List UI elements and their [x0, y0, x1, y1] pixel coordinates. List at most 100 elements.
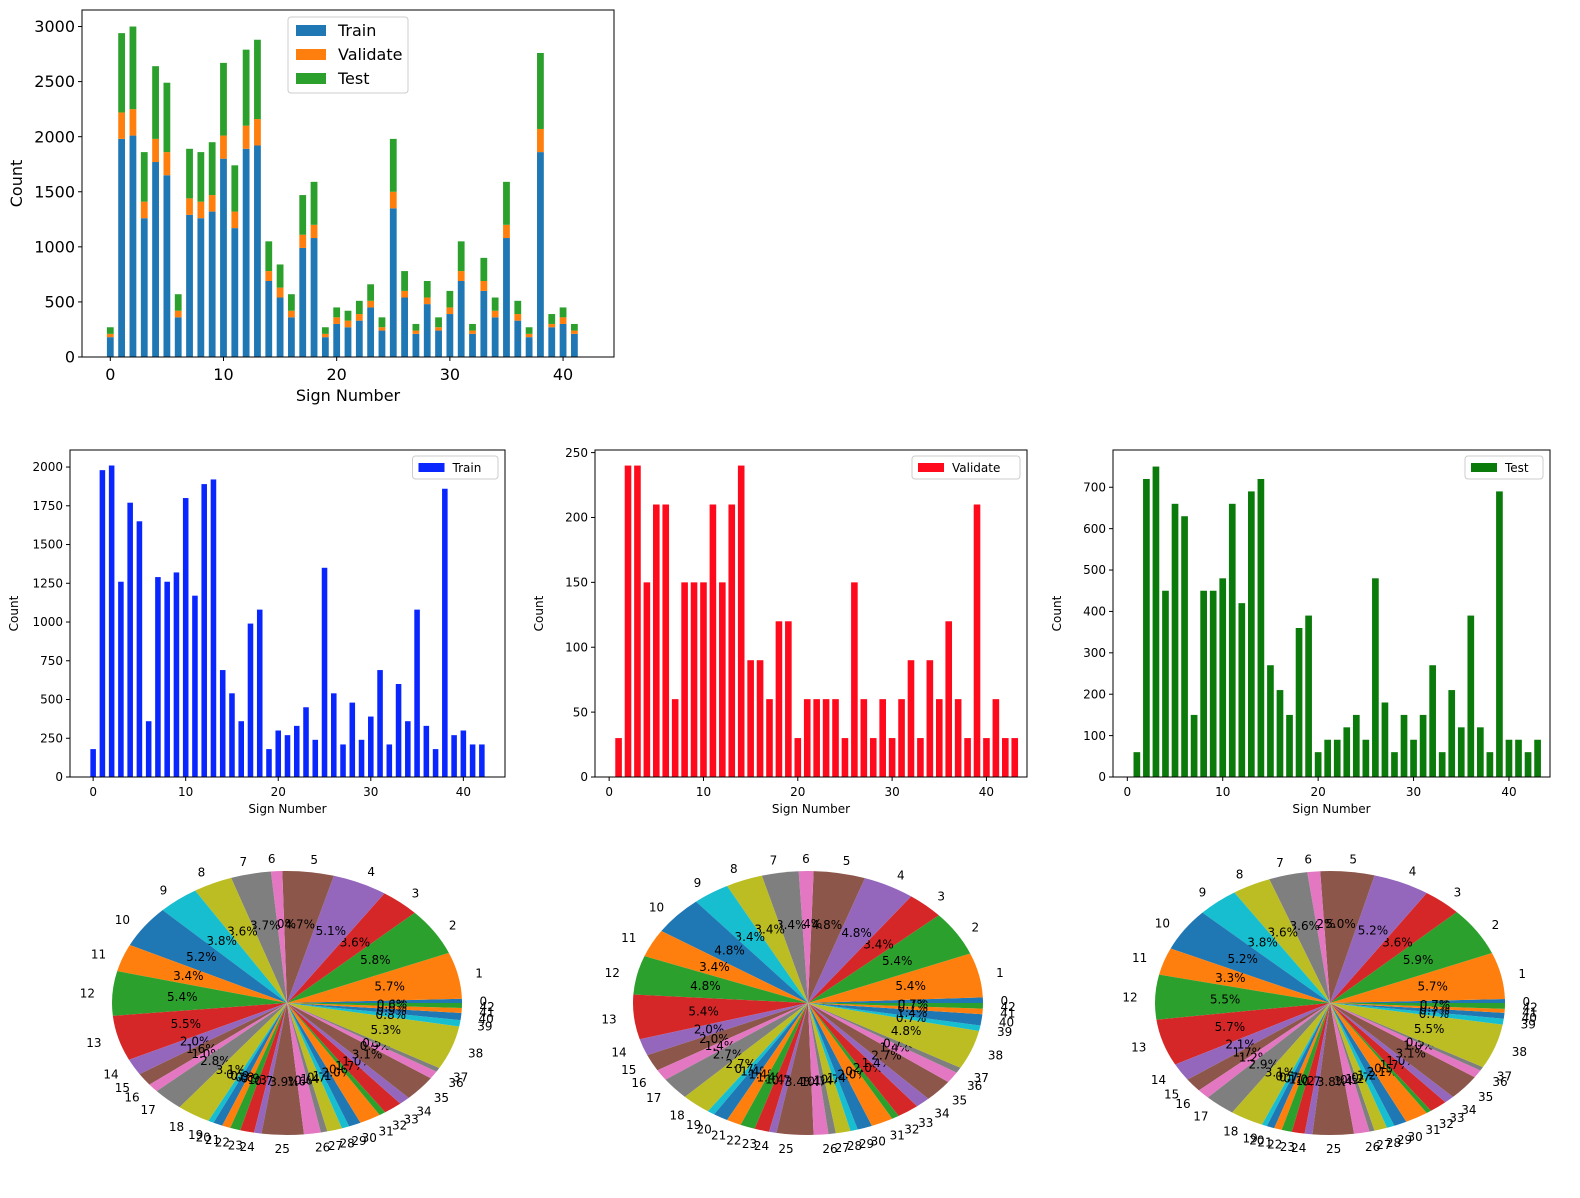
bar-8 — [690, 582, 698, 777]
pie-slice-20 — [714, 1003, 808, 1121]
bar-41 — [1524, 752, 1532, 777]
x-tick-label: 10 — [213, 365, 233, 384]
pie-pct-label: 3.4% — [863, 937, 894, 951]
bar-train-11 — [231, 228, 239, 357]
x-tick-label: 30 — [440, 365, 460, 384]
pie-slice-5 — [808, 871, 865, 1003]
pie-label-36: 36 — [1492, 1075, 1507, 1089]
pie-slice-11 — [117, 944, 288, 1003]
legend-label: Validate — [952, 461, 1000, 475]
bar-train-14 — [265, 280, 273, 357]
pie-label-41: 41 — [1522, 1006, 1537, 1020]
train-chart: Train 0 10 20 30 40 0 250 500 750 1000 1250 1500 1750… — [7, 449, 506, 816]
pie-label-13: 13 — [601, 1012, 616, 1026]
pie-slice-17 — [156, 1003, 287, 1108]
pie-slice-21 — [727, 1003, 808, 1125]
pie-pct-label: 3.4% — [173, 969, 204, 983]
bar-train-0 — [106, 337, 114, 357]
bar-26 — [331, 693, 337, 777]
x-tick-label: 30 — [363, 785, 378, 799]
pie-label-39: 39 — [477, 1019, 492, 1033]
bar-35 — [945, 621, 953, 777]
pie-slice-3 — [287, 893, 415, 1003]
pie-slice-7 — [761, 871, 808, 1003]
pie-slice-32 — [1330, 1003, 1432, 1113]
pie-slice-1 — [1330, 953, 1505, 1003]
pie-label-29: 29 — [859, 1137, 874, 1151]
bar-test-23 — [367, 284, 375, 301]
pie-slice-9 — [162, 890, 287, 1003]
pie-slice-10 — [1170, 912, 1330, 1003]
pie-label-24: 24 — [1291, 1141, 1306, 1155]
pie-slice-12 — [1155, 974, 1330, 1020]
pie-slice-25 — [261, 1003, 305, 1135]
bar-validate-37 — [525, 333, 533, 338]
x-tick-label: 0 — [1123, 785, 1131, 799]
legend: Validate — [911, 455, 1021, 480]
bar-14 — [1267, 665, 1274, 777]
bar-22 — [293, 725, 300, 777]
y-tick-label: 150 — [565, 576, 588, 590]
pie-pct-label: 2.8% — [200, 1054, 231, 1068]
pie-label-0: 0 — [479, 995, 487, 1009]
legend-swatch — [918, 463, 944, 472]
pie-slice-31 — [808, 1003, 893, 1126]
pie-label-36: 36 — [967, 1079, 982, 1093]
bar-15 — [756, 660, 764, 777]
bar-validate-34 — [491, 310, 499, 318]
bar-train-9 — [208, 211, 216, 357]
bar-test-28 — [423, 280, 431, 298]
bar-test-40 — [559, 307, 567, 318]
pie-label-35: 35 — [952, 1093, 967, 1107]
pie-pct-label: 3.8% — [206, 934, 237, 948]
pie-label-4: 4 — [897, 868, 905, 882]
bar-10 — [709, 504, 717, 777]
bar-9 — [700, 582, 707, 777]
bar-39 — [1505, 739, 1513, 777]
pie-pct-label: 0.7% — [1420, 998, 1451, 1012]
y-tick-label: 0 — [55, 770, 63, 784]
x-tick-label: 30 — [884, 785, 899, 799]
pie-slice-33 — [1330, 1003, 1446, 1111]
bar-train-7 — [186, 214, 193, 357]
bar-train-29 — [435, 330, 442, 357]
pie-label-21: 21 — [205, 1133, 220, 1147]
bar-train-20 — [333, 323, 341, 357]
pie-pct-label: 3.6% — [340, 936, 371, 950]
bar-42 — [1534, 739, 1541, 777]
bar-test-24 — [378, 317, 386, 328]
bar-40 — [1515, 739, 1522, 777]
bar-28 — [1400, 714, 1408, 777]
pie-slice-13 — [633, 994, 808, 1040]
pie-slice-10 — [661, 901, 808, 1003]
pie-slice-27 — [808, 1003, 836, 1135]
bar-test-30 — [446, 290, 454, 308]
pie-slice-37 — [287, 1003, 440, 1072]
pie-label-41: 41 — [1000, 1006, 1015, 1020]
bar-4 — [127, 502, 133, 777]
y-tick-label: 0 — [65, 348, 75, 367]
y-tick-label: 500 — [44, 293, 75, 312]
bar-test-25 — [389, 138, 397, 192]
pie-slice-18 — [1232, 1003, 1330, 1125]
bar-16 — [238, 721, 244, 777]
pie-label-22: 22 — [726, 1133, 741, 1147]
bar-validate-36 — [514, 314, 522, 321]
pie-slice-36 — [808, 1003, 957, 1082]
bar-test-35 — [503, 181, 510, 225]
bar-7 — [681, 582, 688, 777]
bar-13 — [210, 479, 217, 777]
x-tick-label: 0 — [605, 785, 613, 799]
pie-slice-11 — [1159, 948, 1330, 1003]
bar-30 — [368, 716, 374, 777]
bar-validate-0 — [106, 333, 114, 338]
y-tick-label: 1000 — [34, 237, 75, 256]
bar-29 — [1410, 739, 1417, 777]
pie-slice-34 — [287, 1003, 409, 1104]
pie-slice-34 — [1330, 1003, 1454, 1103]
pie-label-19: 19 — [686, 1118, 701, 1132]
bar-22 — [1343, 727, 1351, 777]
y-tick-label: 2000 — [34, 127, 75, 146]
pie-label-25: 25 — [1326, 1142, 1341, 1156]
